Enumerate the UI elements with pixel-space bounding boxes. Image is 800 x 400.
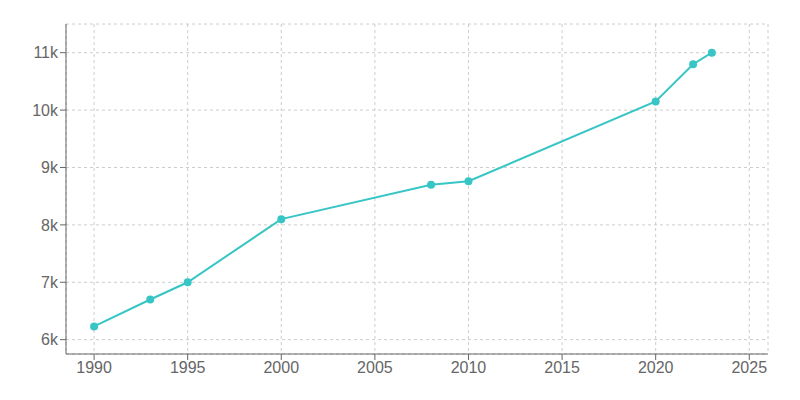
svg-text:1990: 1990 xyxy=(76,359,112,376)
svg-text:2020: 2020 xyxy=(638,359,674,376)
svg-text:2005: 2005 xyxy=(357,359,393,376)
svg-text:10k: 10k xyxy=(32,102,59,119)
svg-text:6k: 6k xyxy=(41,331,59,348)
svg-text:1995: 1995 xyxy=(170,359,206,376)
svg-text:7k: 7k xyxy=(41,274,59,291)
svg-text:8k: 8k xyxy=(41,217,59,234)
svg-text:2015: 2015 xyxy=(544,359,580,376)
svg-text:2010: 2010 xyxy=(451,359,487,376)
svg-text:9k: 9k xyxy=(41,159,59,176)
svg-text:2025: 2025 xyxy=(731,359,767,376)
svg-text:11k: 11k xyxy=(33,44,59,61)
svg-text:2000: 2000 xyxy=(263,359,299,376)
